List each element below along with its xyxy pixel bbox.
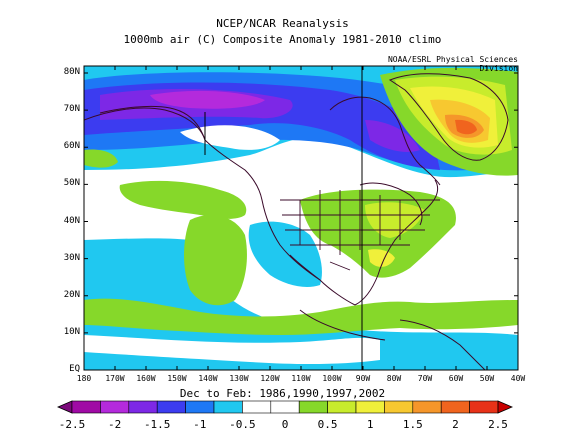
blue-south-atlantic (400, 337, 518, 370)
axis-ticks (83, 66, 519, 371)
credit-label: NOAA/ESRL Physical Sciences Division (387, 55, 518, 73)
colorbar-cell (412, 400, 442, 414)
colorbar-cell (71, 400, 101, 414)
colorbar-tick-label: 1 (366, 418, 374, 431)
colorbar-cell (213, 400, 243, 414)
green-northwest-patch (84, 149, 118, 168)
political-borders (280, 190, 440, 281)
colorbar (56, 400, 514, 414)
colorbar-tick-label: -2.5 (58, 418, 86, 431)
longitude-label: 60W (448, 374, 464, 383)
coastlines (84, 73, 509, 370)
colorbar-cell (440, 400, 470, 414)
colorbar-cell (384, 400, 414, 414)
longitude-label: 40W (510, 374, 526, 383)
purple-cold-core-east (365, 120, 420, 152)
colorbar-tick-label: -2 (107, 418, 122, 431)
latitude-label: 40N (63, 215, 80, 226)
latitude-label: 70N (63, 104, 80, 115)
longitude-label: 130W (229, 374, 249, 383)
longitude-label: 140W (198, 374, 218, 383)
colorbar-cell (185, 400, 215, 414)
colorbar-tick-label: 2.5 (488, 418, 508, 431)
colorbar-tick-label: -1 (193, 418, 207, 431)
colorbar-cell (298, 400, 328, 414)
green-tropical-band (84, 298, 518, 335)
colorbar-tick-label: 0.5 (317, 418, 338, 431)
latitude-label: EQ (69, 364, 80, 374)
longitude-label: 120W (260, 374, 280, 383)
colorbar-cell (327, 400, 357, 414)
colorbar-tick-label: 0 (281, 418, 289, 431)
longitude-label: 160W (136, 374, 156, 383)
green-north-pacific (119, 180, 247, 219)
colorbar-cell (242, 400, 272, 414)
colorbar-cell (128, 400, 158, 414)
colorbar-cell (469, 400, 499, 414)
longitude-label: 70W (417, 374, 433, 383)
latitude-label: 50N (63, 178, 80, 189)
blue-western-us (248, 221, 322, 287)
map-subtitle: 1000mb air (C) Composite Anomaly 1981-20… (123, 33, 442, 46)
violet-cold-core (150, 90, 265, 109)
longitude-label: 150W (167, 374, 187, 383)
colorbar-min-arrow (56, 400, 73, 414)
colorbar-cell (270, 400, 300, 414)
map-field (84, 66, 518, 370)
time-period-label: Dec to Feb: 1986,1990,1997,2002 (179, 387, 386, 400)
longitude-label: 180 (76, 374, 92, 383)
latitude-label: 20N (63, 289, 80, 300)
colorbar-cell (100, 400, 130, 414)
latitude-label: 30N (63, 252, 80, 263)
colorbar-max-arrow (497, 400, 514, 414)
latitude-label: 80N (63, 67, 80, 77)
colorbar-tick-label: 1.5 (402, 418, 423, 431)
longitude-label: 50W (479, 374, 495, 383)
map-title: NCEP/NCAR Reanalysis (216, 17, 349, 30)
longitude-label: 110W (291, 374, 311, 383)
yellow-florida (368, 249, 395, 267)
colorbar-tick-label: -1.5 (143, 418, 171, 431)
latitude-label: 10N (63, 326, 80, 337)
colorbar-cell (355, 400, 385, 414)
latitude-label: 60N (63, 141, 80, 152)
longitude-label: 90W (355, 374, 371, 383)
colorbar-tick-label: 2 (452, 418, 459, 431)
longitude-label: 80W (386, 374, 402, 383)
colorbar-tick-label: -0.5 (229, 418, 256, 431)
longitude-label: 100W (322, 374, 342, 383)
neutral-equator (84, 335, 380, 365)
longitude-label: 170W (105, 374, 125, 383)
green-subtropical-pacific (184, 215, 247, 306)
warm-red-greenland (455, 119, 477, 135)
colorbar-cell (156, 400, 186, 414)
